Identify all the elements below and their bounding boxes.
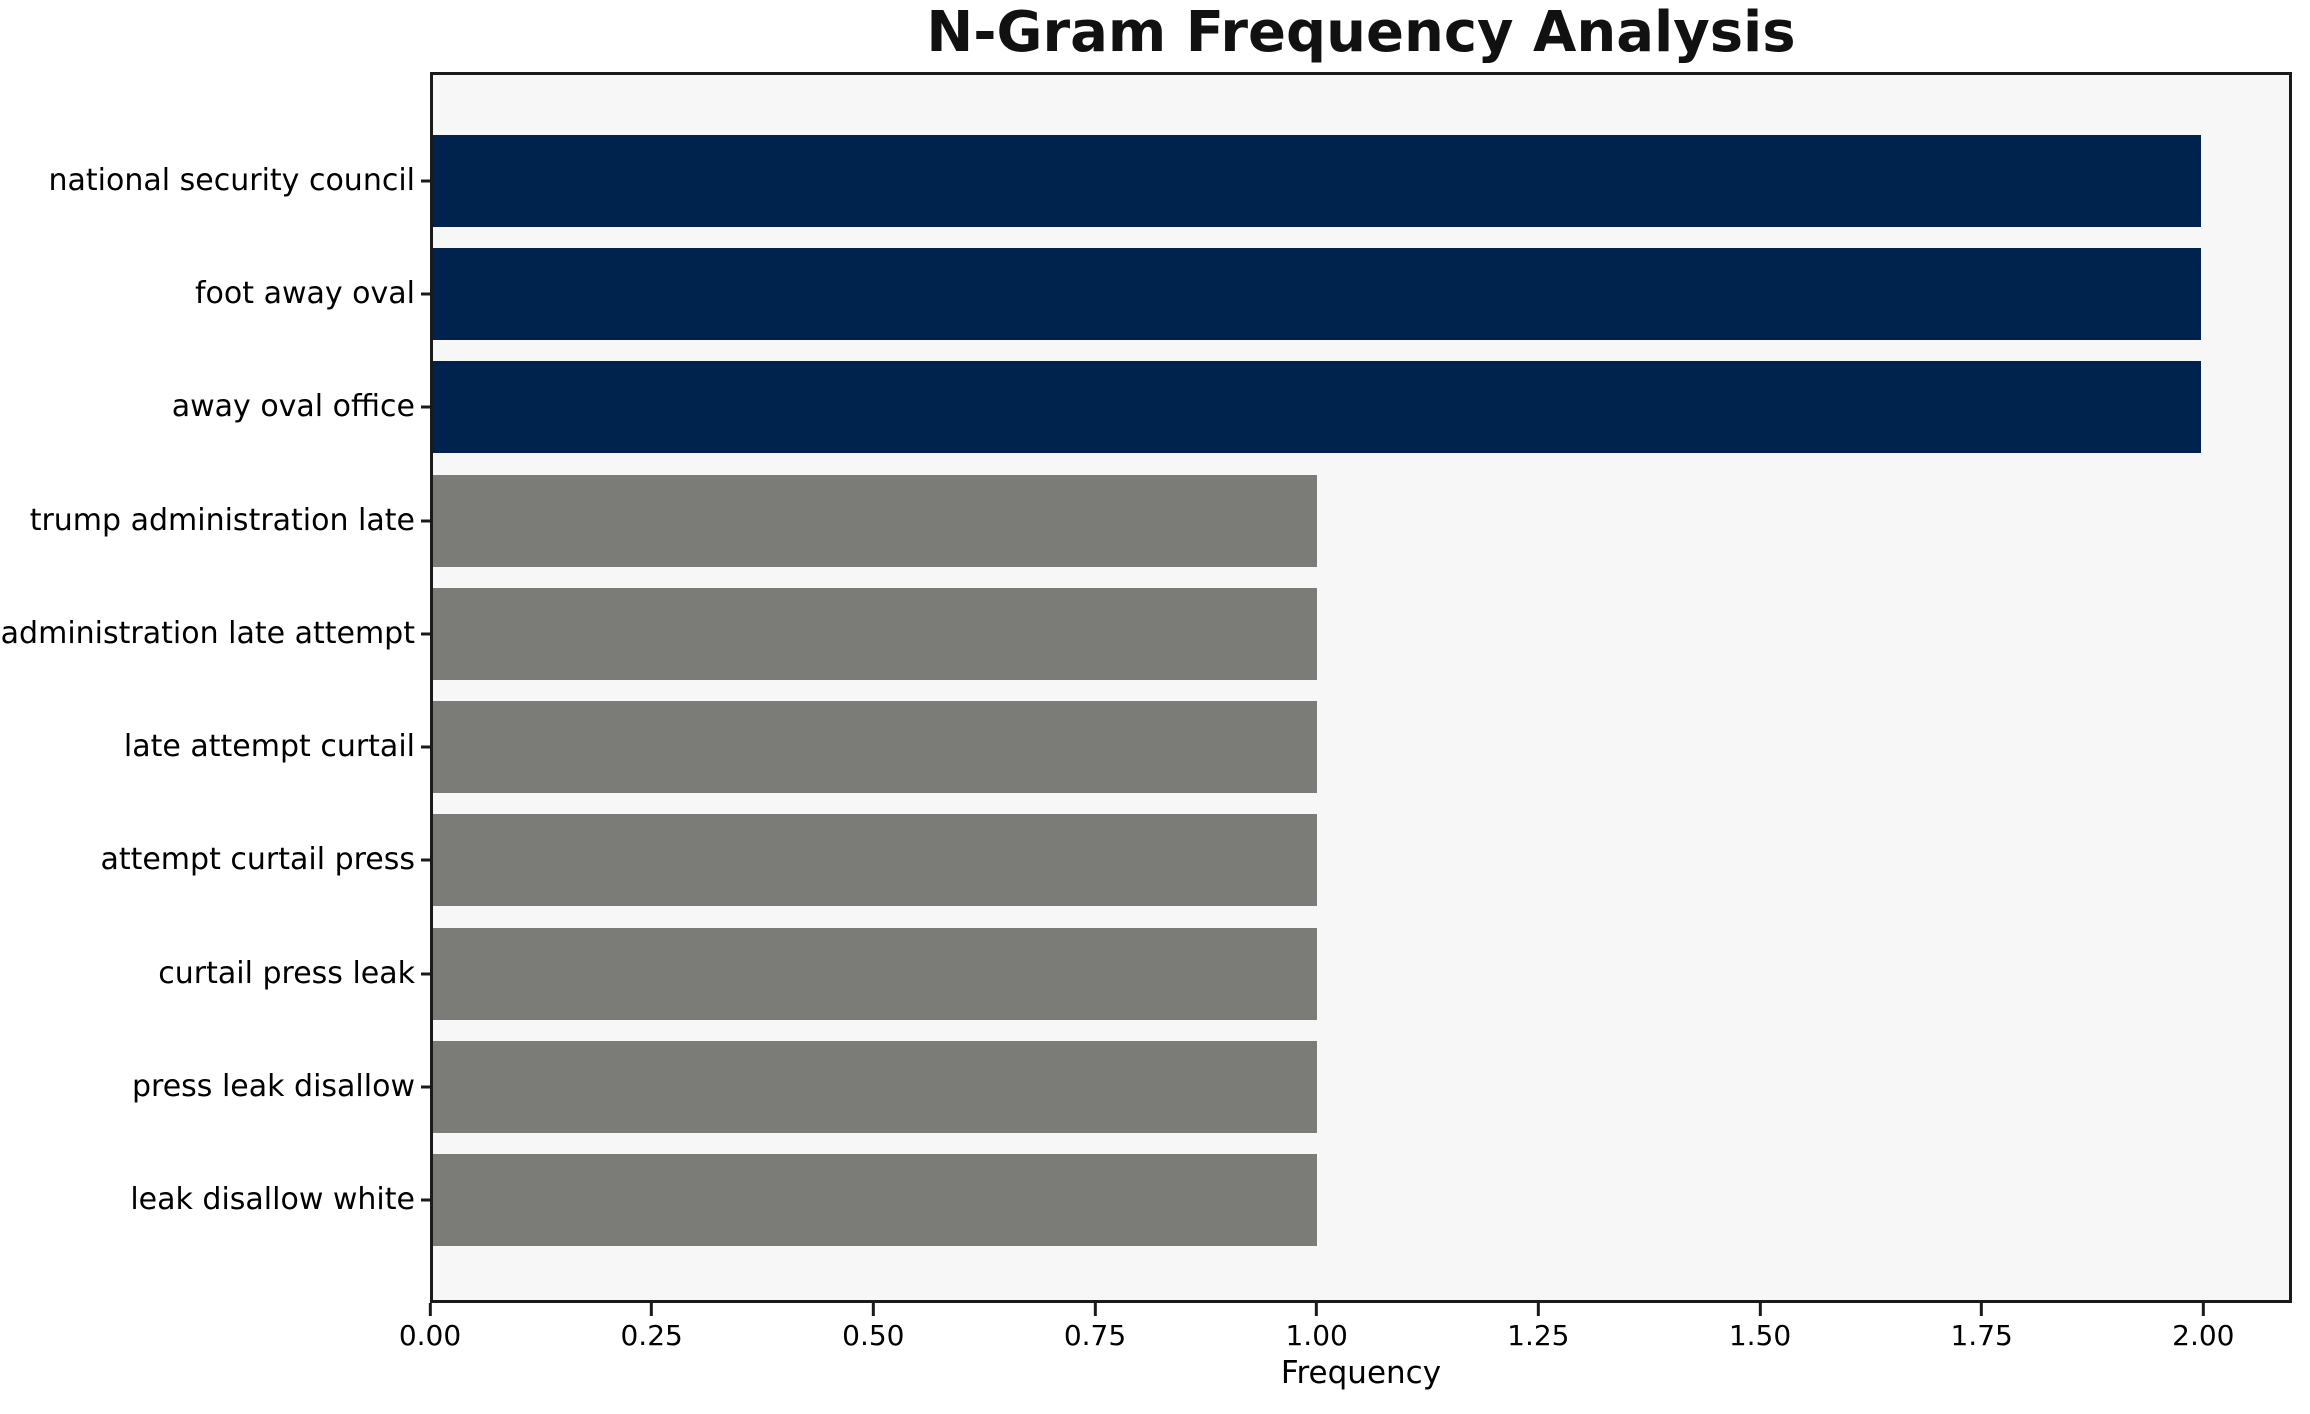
x-tick: 0.50: [842, 1303, 905, 1352]
x-axis-label: Frequency: [1280, 1355, 1442, 1391]
y-tick-mark: [421, 292, 430, 296]
y-tick-mark: [421, 632, 430, 636]
y-tick-mark: [421, 1198, 430, 1202]
x-tick-label: 1.75: [1950, 1319, 2013, 1352]
bar-row: late attempt curtail: [124, 690, 2289, 803]
x-tick-label: 1.25: [1507, 1319, 1570, 1352]
x-tick-mark: [428, 1303, 432, 1316]
x-tick: 1.75: [1950, 1303, 2013, 1352]
chart-title: N-Gram Frequency Analysis: [926, 0, 1796, 65]
x-axis-ticks: 0.00 0.25 0.50 0.75 1.00 1.25 1.50 1.75 2.00: [399, 1303, 2292, 1363]
bar: [433, 361, 2201, 454]
x-tick-mark: [2201, 1303, 2205, 1316]
x-tick-mark: [1980, 1303, 1984, 1316]
bar: [433, 474, 1317, 567]
y-tick-label: curtail press leak: [158, 955, 415, 991]
y-tick-label: press leak disallow: [131, 1069, 415, 1105]
bar: [433, 701, 1317, 794]
bar: [433, 587, 1317, 680]
x-tick-mark: [1093, 1303, 1097, 1316]
bar-row: administration late attempt: [1, 577, 2289, 690]
plot-area: national security council foot away oval a…: [1, 72, 2292, 1303]
bar: [433, 134, 2201, 227]
y-tick-label: away oval office: [171, 389, 415, 425]
y-tick-label: administration late attempt: [0, 615, 415, 651]
x-tick-mark: [650, 1303, 654, 1316]
x-tick-mark: [1315, 1303, 1319, 1316]
y-tick-label: foot away oval: [195, 275, 415, 311]
y-tick-label: trump administration late: [29, 502, 415, 538]
bar-row: foot away oval: [195, 237, 2289, 350]
x-tick: 2.00: [2172, 1303, 2235, 1352]
y-tick-mark: [421, 179, 430, 183]
x-tick-label: 0.25: [620, 1319, 683, 1352]
bar: [433, 247, 2201, 340]
bar-row: trump administration late: [30, 464, 2289, 577]
x-tick: 1.50: [1729, 1303, 1791, 1350]
y-tick-label: national security council: [48, 162, 415, 198]
x-tick-label: 0.75: [1063, 1319, 1127, 1352]
x-tick-mark: [1758, 1303, 1762, 1316]
x-tick: 0.25: [620, 1303, 683, 1352]
x-tick-label: 1.00: [1285, 1319, 1348, 1352]
bar: [433, 1154, 1317, 1247]
y-tick-mark: [421, 972, 430, 976]
bar-row: press leak disallow: [132, 1030, 2289, 1143]
x-tick: 1.25: [1507, 1303, 1570, 1352]
bar: [433, 927, 1317, 1020]
x-tick-label: 1.50: [1728, 1319, 1792, 1352]
bars-container: national security council foot away oval a…: [1, 75, 2289, 1300]
bar-row: curtail press leak: [158, 917, 2289, 1030]
y-tick-mark: [421, 405, 430, 409]
x-tick-label: 0.00: [398, 1319, 462, 1352]
x-tick: 1.00: [1285, 1303, 1348, 1352]
bar: [433, 1041, 1317, 1134]
y-tick-label: late attempt curtail: [123, 729, 415, 765]
x-tick: 0.00: [399, 1303, 461, 1350]
x-tick-mark: [871, 1303, 875, 1316]
bar: [433, 814, 1317, 907]
y-tick-label: attempt curtail press: [100, 842, 415, 878]
x-tick-mark: [1536, 1303, 1540, 1316]
y-tick-mark: [421, 745, 430, 749]
y-tick-label: leak disallow white: [130, 1182, 415, 1218]
bar-row: away oval office: [172, 351, 2289, 464]
y-tick-mark: [421, 519, 430, 523]
bar-row: leak disallow white: [130, 1144, 2289, 1257]
y-tick-mark: [421, 858, 430, 862]
bar-row: national security council: [49, 124, 2289, 237]
x-tick-label: 0.50: [842, 1319, 905, 1352]
x-tick-label: 2.00: [2172, 1319, 2235, 1352]
bar-row: attempt curtail press: [100, 804, 2289, 917]
y-tick-mark: [421, 1085, 430, 1089]
x-tick: 0.75: [1064, 1303, 1126, 1350]
